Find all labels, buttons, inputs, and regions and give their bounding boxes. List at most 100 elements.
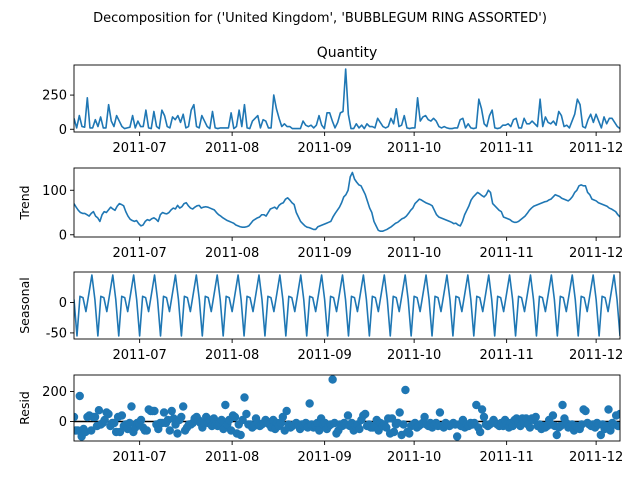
resid-point <box>94 406 104 415</box>
resid-point <box>475 427 485 437</box>
resid-point <box>278 412 288 422</box>
resid-point <box>355 424 364 434</box>
x-tick-label: 2011-09 <box>297 246 351 261</box>
resid-point <box>173 429 182 438</box>
axes-frame <box>73 167 621 238</box>
y-axis-label: Resid <box>17 391 32 425</box>
axes-frame <box>73 374 621 442</box>
resid-point <box>613 421 620 431</box>
resid-point <box>477 405 487 414</box>
resid-point <box>238 415 247 425</box>
resid-point <box>282 406 291 416</box>
resid-point <box>104 409 113 419</box>
resid-point <box>217 415 226 425</box>
resid-point <box>387 414 397 423</box>
x-tick-label: 2011-08 <box>205 450 259 465</box>
series-line <box>74 274 620 337</box>
resid-point <box>87 426 96 435</box>
resid-point <box>548 411 558 420</box>
y-tick-label: 250 <box>42 89 67 104</box>
resid-point <box>221 400 230 410</box>
y-tick-label: 100 <box>42 184 67 199</box>
resid-point <box>315 426 324 435</box>
resid-point <box>382 423 391 432</box>
x-tick-label: 2011-07 <box>112 141 166 156</box>
x-tick-label: 2011-12 <box>569 450 623 465</box>
x-tick-label: 2011-11 <box>479 450 533 465</box>
y-tick-label: 0 <box>59 415 67 430</box>
x-tick-label: 2011-10 <box>387 348 441 363</box>
resid-point <box>90 412 100 422</box>
resid-point <box>177 412 186 422</box>
resid-point <box>159 408 169 417</box>
x-tick-label: 2011-10 <box>387 141 441 156</box>
series-line <box>74 171 620 233</box>
plot-area <box>74 274 620 337</box>
x-tick-label: 2011-12 <box>569 141 623 156</box>
y-tick-label: 0 <box>59 296 67 311</box>
resid-point <box>100 415 109 425</box>
resid-point <box>167 406 176 416</box>
resid-point <box>479 412 489 422</box>
resid-point <box>179 402 188 411</box>
panel-title: Quantity <box>317 45 378 61</box>
x-tick-label: 2011-10 <box>387 450 441 465</box>
seasonal-panel: -50 0 2011-07 2011-08 2011-09 2011-10 2011-11 2… <box>17 271 623 363</box>
x-tick-label: 2011-10 <box>387 246 441 261</box>
x-tick-label: 2011-08 <box>205 246 259 261</box>
x-tick-label: 2011-12 <box>569 348 623 363</box>
x-tick-label: 2011-08 <box>205 141 259 156</box>
x-tick-label: 2011-07 <box>112 450 166 465</box>
x-tick-label: 2011-09 <box>297 450 351 465</box>
resid-point <box>117 411 127 420</box>
resid-point <box>452 432 462 441</box>
x-tick-label: 2011-07 <box>112 348 166 363</box>
x-tick-label: 2011-11 <box>479 348 533 363</box>
x-tick-label: 2011-07 <box>112 246 166 261</box>
x-tick-label: 2011-11 <box>479 246 533 261</box>
resid-point <box>596 430 606 440</box>
resid-point <box>361 409 370 419</box>
resid-point <box>395 408 404 417</box>
resid-point <box>399 420 408 429</box>
resid-point <box>615 409 620 419</box>
resid-point <box>525 423 535 432</box>
plot-area <box>74 171 620 233</box>
y-tick-label: 200 <box>42 385 67 400</box>
resid-point <box>401 385 410 395</box>
resid-point <box>127 402 136 411</box>
y-axis-label: Trend <box>17 185 32 220</box>
resid-point <box>343 411 353 420</box>
resid-point <box>606 426 615 435</box>
resid-point <box>242 409 251 419</box>
y-tick-label: 0 <box>59 123 67 138</box>
x-tick-label: 2011-12 <box>569 246 623 261</box>
resid-point <box>115 427 125 437</box>
x-tick-label: 2011-09 <box>297 348 351 363</box>
resid-point <box>420 412 429 422</box>
y-tick-label: -50 <box>46 326 67 341</box>
resid-point <box>558 400 567 410</box>
resid-point <box>435 408 445 417</box>
resid-point <box>150 406 159 416</box>
resid-point <box>142 426 151 435</box>
series-line <box>74 68 620 130</box>
trend-panel: 0 100 2011-07 2011-08 2011-09 2011-10 2011-11 2… <box>17 167 623 261</box>
resid-panel: 0 200 2011-07 2011-08 2011-09 2011-10 2011-11 2… <box>17 374 623 465</box>
axes-frame <box>73 64 621 133</box>
resid-point <box>236 430 245 440</box>
x-tick-label: 2011-11 <box>479 141 533 156</box>
resid-point <box>531 412 540 422</box>
resid-point <box>125 418 134 428</box>
resid-point <box>581 406 590 416</box>
resid-point <box>305 399 314 408</box>
resid-point <box>472 400 481 410</box>
resid-point <box>389 427 399 437</box>
y-axis-label: Seasonal <box>17 277 32 334</box>
quantity-panel: 0 250 2011-07 2011-08 2011-09 2011-10 2011-11 2… <box>42 45 623 156</box>
resid-point <box>328 375 337 384</box>
resid-point <box>165 426 174 435</box>
y-tick-label: 0 <box>59 228 67 243</box>
resid-point <box>136 415 146 425</box>
